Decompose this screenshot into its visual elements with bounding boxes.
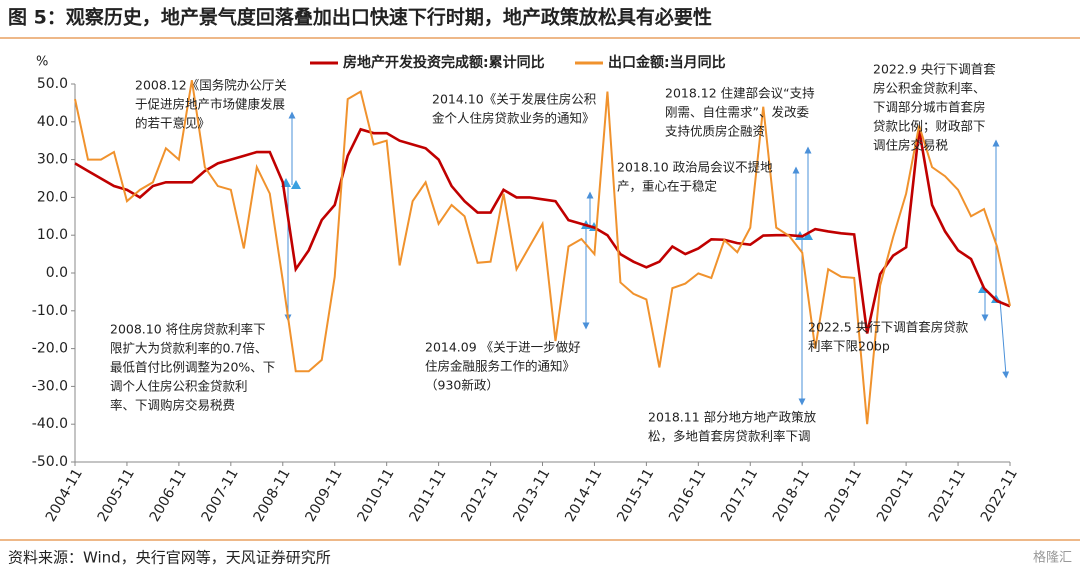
y-tick-label: 10.0 bbox=[37, 227, 68, 243]
annotation: 2014.10《关于发展住房公积 bbox=[432, 92, 596, 107]
arrows bbox=[284, 111, 1010, 406]
annotation: 利率下限20bp bbox=[808, 339, 890, 354]
annotation: 下调部分城市首套房 bbox=[873, 100, 986, 115]
y-tick-label: -10.0 bbox=[32, 303, 68, 319]
title: 图 5：观察历史，地产景气度回落叠加出口快速下行时期，地产政策放松具有必要性 bbox=[8, 6, 712, 29]
annotation: 的若干意见》 bbox=[135, 116, 210, 131]
y-tick-label: 20.0 bbox=[37, 189, 68, 205]
source: 资料来源：Wind，央行官网等，天风证券研究所 bbox=[8, 549, 331, 567]
x-tick-label: 2011-11 bbox=[406, 466, 449, 525]
x-tick-label: 2006-11 bbox=[147, 466, 190, 525]
x-tick-label: 2004-11 bbox=[43, 466, 86, 525]
annotation: 房公积金贷款利率、 bbox=[873, 81, 986, 96]
annotation: 2008.10 将住房贷款利率下 bbox=[110, 322, 266, 337]
legend-label: 房地产开发投资完成额:累计同比 bbox=[343, 54, 545, 71]
x-tick-label: 2019-11 bbox=[822, 466, 865, 525]
x-tick-label: 2009-11 bbox=[303, 466, 346, 525]
x-tick-label: 2008-11 bbox=[251, 466, 294, 525]
annotation: 于促进房地产市场健康发展 bbox=[135, 97, 285, 112]
annotation: 2018.12 住建部会议“支持 bbox=[665, 86, 815, 101]
annotation: 2014.09 《关于进一步做好 bbox=[425, 340, 581, 355]
legend-label: 出口金额:当月同比 bbox=[608, 54, 726, 71]
annotation: 金个人住房贷款业务的通知》 bbox=[432, 111, 595, 126]
series-line bbox=[74, 80, 1011, 425]
y-tick-label: 0.0 bbox=[46, 265, 68, 281]
annotation: 限扩大为贷款利率的0.7倍、 bbox=[110, 341, 267, 356]
annotation: 产，重心在于稳定 bbox=[617, 179, 717, 194]
y-axis-label: % bbox=[36, 55, 48, 70]
x-tick-label: 2010-11 bbox=[354, 466, 397, 525]
annotation: 最低首付比例调整为20%、下 bbox=[110, 360, 275, 375]
y-tick-label: -30.0 bbox=[32, 378, 68, 394]
x-tick-label: 2012-11 bbox=[458, 466, 501, 525]
x-tick-label: 2016-11 bbox=[666, 466, 709, 525]
annotation: 2018.11 部分地方地产政策放 bbox=[648, 410, 817, 425]
y-tick-label: 40.0 bbox=[37, 114, 68, 130]
annotation: 调住房交易税 bbox=[873, 138, 949, 153]
x-tick-label: 2014-11 bbox=[562, 466, 605, 525]
x-tick-label: 2022-11 bbox=[978, 466, 1021, 525]
x-tick-label: 2005-11 bbox=[95, 466, 138, 525]
x-tick-label: 2013-11 bbox=[510, 466, 553, 525]
x-tick-label: 2020-11 bbox=[874, 466, 917, 525]
annotation: 2022.5 央行下调首套房贷款 bbox=[808, 320, 969, 335]
annotation: （930新政） bbox=[425, 378, 499, 393]
annotation: 贷款比例；财政部下 bbox=[873, 119, 986, 134]
x-tick-label: 2015-11 bbox=[614, 466, 657, 525]
annotation: 调个人住房公积金贷款利 bbox=[110, 379, 248, 394]
annotation: 2018.10 政治局会议不提地 bbox=[617, 160, 773, 175]
annotation: 率、下调购房交易税费 bbox=[110, 398, 235, 413]
y-tick-label: 30.0 bbox=[37, 152, 68, 168]
annotation: 2022.9 央行下调首套 bbox=[873, 62, 996, 77]
annotation: 刚需、自住需求”、发改委 bbox=[665, 105, 809, 120]
annotation: 2008.12《国务院办公厅关 bbox=[135, 78, 287, 93]
annotation: 松，多地首套房贷款利率下调 bbox=[648, 429, 811, 444]
y-tick-label: 50.0 bbox=[37, 76, 68, 92]
y-tick-label: -20.0 bbox=[32, 341, 68, 357]
y-tick-label: -40.0 bbox=[32, 416, 68, 432]
x-tick-label: 2021-11 bbox=[926, 466, 969, 525]
x-tick-label: 2007-11 bbox=[199, 466, 242, 525]
series-line bbox=[74, 127, 1011, 334]
x-tick-label: 2018-11 bbox=[770, 466, 813, 525]
watermark: 格隆汇 bbox=[1033, 550, 1072, 566]
y-tick-label: -50.0 bbox=[32, 454, 68, 470]
annotation: 住房金融服务工作的通知》 bbox=[425, 359, 575, 374]
annotation: 支持优质房企融资 bbox=[665, 124, 765, 139]
x-tick-label: 2017-11 bbox=[718, 466, 761, 525]
